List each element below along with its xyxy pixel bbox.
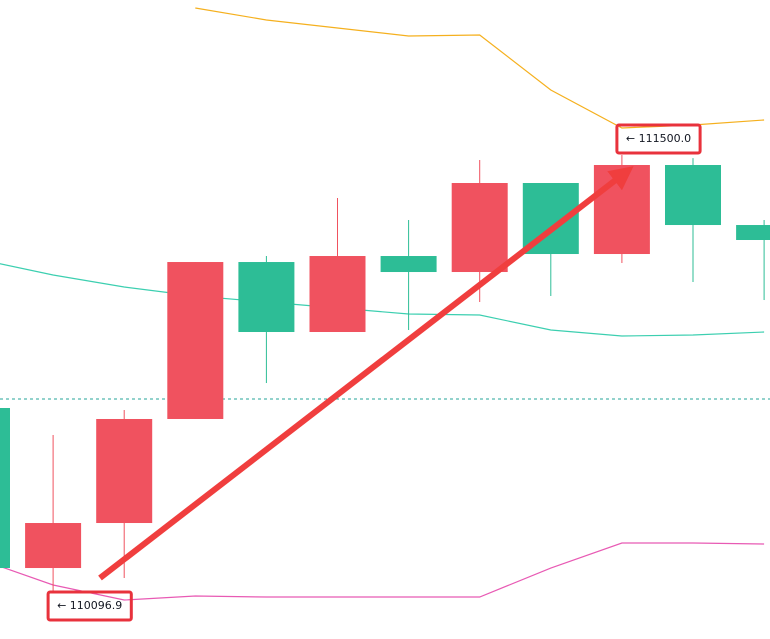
band-line [0,542,765,601]
candle-body [309,256,366,333]
candles [0,155,770,593]
candle-body [25,523,82,569]
candle-body [451,183,508,273]
candle-body [736,225,770,241]
arrow [98,166,634,581]
candle-body [238,262,295,333]
candle-body [96,418,153,524]
bands [0,7,770,601]
label-box [46,590,133,622]
labels: ← 111500.0 ← 110096.9 [46,123,702,622]
price-label: ← 110096.9 [57,599,122,612]
candle-body [665,165,721,226]
band-line [0,263,765,337]
candle-body [0,407,10,569]
candle-body [167,262,224,419]
candle-body [380,256,437,273]
price-label: ← 111500.0 [626,132,691,145]
label-box [615,123,702,155]
band-line [195,7,765,129]
